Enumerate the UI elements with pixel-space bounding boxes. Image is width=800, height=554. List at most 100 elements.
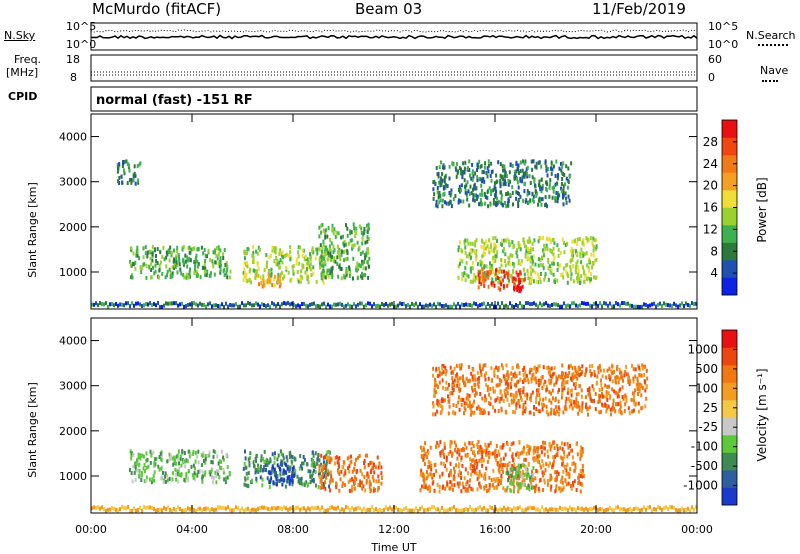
near-range-cell bbox=[607, 507, 609, 512]
echo-cell bbox=[568, 398, 571, 403]
echo-cell bbox=[564, 243, 567, 247]
echo-cell bbox=[476, 442, 479, 447]
echo-cell bbox=[443, 191, 446, 196]
echo-cell bbox=[510, 385, 513, 390]
near-range-cell bbox=[685, 508, 687, 513]
echo-cell bbox=[551, 463, 554, 468]
echo-cell bbox=[507, 178, 510, 183]
echo-cell bbox=[195, 472, 198, 477]
echo-cell bbox=[323, 455, 326, 460]
echo-cell bbox=[327, 253, 330, 258]
echo-cell bbox=[532, 473, 535, 478]
echo-cell bbox=[458, 448, 461, 453]
echo-cell bbox=[522, 449, 525, 454]
echo-cell bbox=[581, 364, 584, 369]
echo-cell bbox=[546, 449, 549, 454]
near-range-cell bbox=[649, 303, 651, 308]
echo-cell bbox=[268, 273, 271, 277]
echo-cell bbox=[489, 173, 492, 178]
echo-cell bbox=[372, 488, 375, 493]
near-range-cell bbox=[363, 304, 365, 309]
echo-cell bbox=[469, 248, 472, 253]
near-range-cell bbox=[103, 302, 105, 307]
echo-cell bbox=[568, 198, 571, 203]
echo-cell bbox=[276, 463, 279, 468]
echo-cell bbox=[269, 459, 272, 464]
echo-cell bbox=[255, 476, 258, 481]
near-range-cell bbox=[407, 508, 409, 513]
near-range-cell bbox=[611, 304, 613, 309]
colorbar-tick-label: 25 bbox=[703, 401, 718, 415]
echo-cell bbox=[565, 396, 568, 401]
echo-cell bbox=[519, 485, 522, 490]
near-range-cell bbox=[525, 301, 527, 306]
echo-cell bbox=[255, 249, 258, 254]
echo-cell bbox=[504, 201, 506, 205]
echo-cell bbox=[504, 259, 507, 263]
near-range-cell bbox=[125, 506, 127, 511]
echo-cell bbox=[152, 450, 155, 455]
echo-cell bbox=[328, 484, 331, 489]
echo-cell bbox=[548, 390, 551, 395]
echo-cell bbox=[166, 269, 169, 274]
echo-cell bbox=[528, 236, 531, 241]
echo-cell bbox=[420, 468, 423, 473]
echo-cell bbox=[635, 382, 638, 387]
echo-cell bbox=[556, 267, 559, 272]
echo-cell bbox=[570, 486, 573, 491]
echo-cell bbox=[551, 250, 553, 255]
echo-cell bbox=[364, 266, 367, 271]
echo-cell bbox=[507, 376, 510, 381]
echo-cell bbox=[160, 466, 163, 471]
near-range-cell bbox=[509, 301, 511, 306]
echo-cell bbox=[499, 396, 502, 401]
echo-cell bbox=[483, 284, 486, 288]
near-range-cell bbox=[431, 303, 433, 308]
near-range-cell bbox=[319, 304, 321, 309]
echo-cell bbox=[448, 191, 451, 195]
echo-cell bbox=[504, 409, 507, 414]
echo-cell bbox=[321, 474, 324, 479]
echo-cell bbox=[435, 366, 438, 371]
echo-cell bbox=[164, 275, 167, 280]
echo-cell bbox=[282, 471, 285, 476]
echo-cell bbox=[470, 408, 473, 413]
echo-cell bbox=[500, 282, 503, 287]
echo-cell bbox=[477, 285, 480, 290]
echo-cell bbox=[471, 241, 474, 246]
echo-cell bbox=[645, 368, 648, 373]
echo-cell bbox=[452, 403, 455, 408]
echo-cell bbox=[457, 395, 460, 400]
echo-cell bbox=[188, 270, 191, 275]
echo-cell bbox=[320, 223, 323, 228]
echo-cell bbox=[373, 470, 376, 475]
near-range-cell bbox=[399, 507, 401, 512]
echo-cell bbox=[462, 161, 465, 166]
echo-cell bbox=[209, 257, 212, 262]
echo-cell bbox=[449, 444, 452, 449]
echo-cell bbox=[176, 469, 179, 474]
echo-cell bbox=[506, 237, 509, 242]
echo-cell bbox=[300, 269, 303, 274]
echo-cell bbox=[593, 238, 596, 242]
echo-cell bbox=[581, 463, 584, 468]
echo-cell bbox=[459, 199, 462, 204]
echo-cell bbox=[216, 454, 219, 459]
echo-cell bbox=[427, 460, 430, 464]
echo-cell bbox=[527, 200, 530, 205]
echo-cell bbox=[565, 200, 568, 205]
echo-cell bbox=[364, 256, 367, 261]
near-range-cell bbox=[129, 508, 131, 513]
near-range-cell bbox=[371, 304, 373, 309]
echo-cell bbox=[470, 385, 473, 390]
echo-cell bbox=[525, 167, 528, 172]
near-range-cell bbox=[413, 508, 415, 513]
echo-cell bbox=[450, 204, 453, 209]
echo-cell bbox=[342, 473, 345, 478]
echo-cell bbox=[283, 461, 286, 466]
echo-cell bbox=[536, 272, 539, 277]
echo-cell bbox=[550, 166, 553, 171]
echo-cell bbox=[261, 468, 264, 473]
echo-cell bbox=[529, 367, 531, 372]
echo-cell bbox=[565, 472, 568, 477]
